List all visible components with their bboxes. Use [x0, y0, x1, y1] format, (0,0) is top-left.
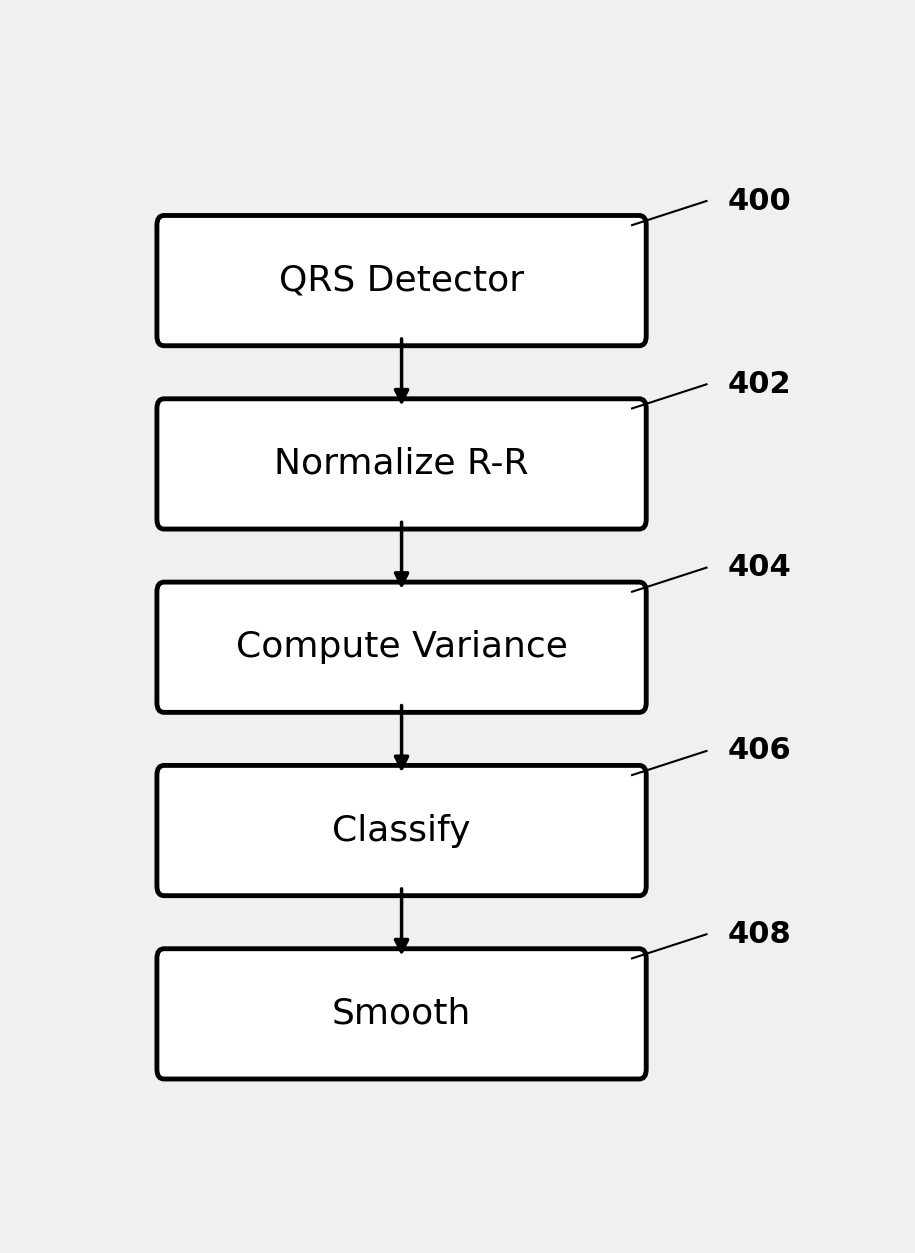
Text: 406: 406 — [727, 737, 791, 766]
Text: Smooth: Smooth — [332, 997, 471, 1031]
Text: Normalize R-R: Normalize R-R — [274, 447, 529, 481]
Text: 404: 404 — [727, 553, 791, 583]
FancyBboxPatch shape — [157, 398, 646, 529]
Text: 408: 408 — [727, 920, 791, 949]
Text: 402: 402 — [727, 370, 791, 398]
FancyBboxPatch shape — [157, 949, 646, 1079]
Text: QRS Detector: QRS Detector — [279, 263, 524, 298]
FancyBboxPatch shape — [157, 583, 646, 713]
Text: 400: 400 — [727, 187, 791, 216]
FancyBboxPatch shape — [157, 766, 646, 896]
Text: Compute Variance: Compute Variance — [236, 630, 567, 664]
Text: Classify: Classify — [332, 813, 471, 847]
FancyBboxPatch shape — [157, 216, 646, 346]
